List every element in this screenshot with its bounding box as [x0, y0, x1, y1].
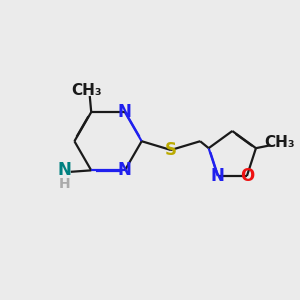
Text: N: N — [58, 161, 72, 179]
Text: CH₃: CH₃ — [264, 135, 295, 150]
Text: O: O — [240, 167, 254, 185]
Text: N: N — [118, 103, 132, 121]
Text: H: H — [58, 176, 70, 190]
Text: N: N — [118, 161, 132, 179]
Text: CH₃: CH₃ — [71, 83, 102, 98]
Text: S: S — [165, 141, 177, 159]
Text: N: N — [211, 167, 225, 185]
